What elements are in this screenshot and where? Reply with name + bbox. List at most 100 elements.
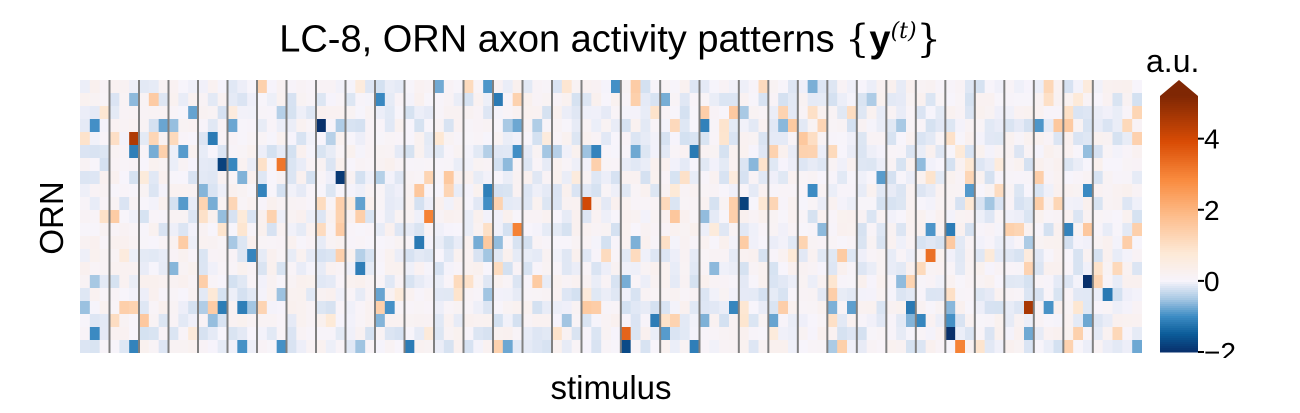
heatmap-cell	[1112, 197, 1123, 211]
heatmap-cell	[306, 288, 317, 302]
heatmap-cell	[719, 119, 730, 133]
heatmap-cell	[552, 210, 563, 224]
heatmap-cell	[719, 249, 730, 263]
heatmap-cell	[640, 80, 651, 94]
heatmap-cell	[168, 184, 179, 198]
heatmap-cell	[414, 223, 425, 237]
heatmap-cell	[424, 288, 435, 302]
heatmap-cell	[817, 340, 828, 353]
colorbar-segment	[1160, 200, 1198, 203]
heatmap-cell	[679, 184, 691, 198]
heatmap-cell	[797, 106, 809, 120]
heatmap-cell	[660, 340, 671, 353]
heatmap-cell	[827, 301, 838, 315]
colorbar-segment	[1160, 124, 1198, 127]
heatmap-cell	[1014, 106, 1025, 120]
heatmap-cell	[483, 249, 494, 263]
heatmap-cell	[738, 262, 750, 276]
heatmap-cell	[886, 184, 897, 198]
heatmap-cell	[80, 223, 91, 237]
heatmap-cell	[738, 327, 750, 341]
heatmap-cell	[355, 275, 366, 289]
heatmap-cell	[89, 236, 101, 250]
heatmap-cell	[699, 184, 710, 198]
heatmap-cell	[306, 171, 317, 185]
heatmap-cell	[719, 106, 730, 120]
heatmap-cell	[434, 262, 445, 276]
heatmap-cell	[1112, 327, 1123, 341]
heatmap-cell	[207, 314, 219, 328]
heatmap-cell	[316, 327, 327, 341]
heatmap-cell	[198, 93, 209, 107]
heatmap-cell	[129, 314, 140, 328]
heatmap-cell	[139, 132, 150, 146]
heatmap-cell	[463, 288, 474, 302]
heatmap-cell	[237, 301, 248, 315]
heatmap-cell	[719, 93, 730, 107]
heatmap-cell	[119, 249, 130, 263]
heatmap-cell	[345, 93, 356, 107]
heatmap-cell	[591, 119, 602, 133]
heatmap-cell	[837, 132, 848, 146]
heatmap-cell	[640, 197, 651, 211]
heatmap-cell	[679, 145, 691, 159]
heatmap-cell	[670, 288, 681, 302]
heatmap-cell	[650, 132, 661, 146]
heatmap-cell	[414, 145, 425, 159]
heatmap-cell	[788, 275, 799, 289]
heatmap-cell	[935, 171, 946, 185]
heatmap-cell	[571, 340, 582, 353]
heatmap-cell	[847, 275, 858, 289]
heatmap-cell	[630, 184, 641, 198]
colorbar-segment	[1160, 196, 1198, 199]
heatmap-cell	[758, 340, 769, 353]
heatmap-cell	[699, 210, 710, 224]
heatmap-cell	[984, 145, 995, 159]
heatmap-cell	[1004, 314, 1015, 328]
heatmap-cell	[532, 223, 543, 237]
heatmap-cell	[453, 158, 464, 172]
heatmap-cell	[817, 184, 828, 198]
heatmap-cell	[266, 223, 278, 237]
heatmap-cell	[188, 171, 199, 185]
heatmap-cell	[207, 275, 219, 289]
heatmap-cell	[571, 184, 582, 198]
heatmap-cell	[198, 314, 209, 328]
heatmap-cell	[1024, 80, 1035, 94]
heatmap-cell	[847, 249, 858, 263]
heatmap-cell	[729, 340, 740, 353]
colorbar-segment	[1160, 128, 1198, 131]
heatmap-cell	[276, 275, 287, 289]
heatmap-cell	[1102, 327, 1113, 341]
heatmap-cell	[148, 158, 160, 172]
heatmap-cell	[561, 236, 573, 250]
heatmap-cell	[158, 184, 169, 198]
heatmap-cell	[709, 236, 720, 250]
heatmap-cell	[837, 119, 848, 133]
heatmap-cell	[463, 210, 474, 224]
heatmap-cell	[424, 275, 435, 289]
heatmap-cell	[355, 106, 366, 120]
heatmap-cell	[1083, 210, 1094, 224]
heatmap-cell	[188, 314, 199, 328]
heatmap-cell	[365, 301, 376, 315]
heatmap-cell	[247, 210, 258, 224]
heatmap-cell	[139, 249, 150, 263]
heatmap-cell	[1004, 106, 1015, 120]
heatmap-cell	[876, 262, 887, 276]
heatmap-cell	[807, 106, 818, 120]
heatmap-cell	[1132, 158, 1142, 172]
heatmap-cell	[640, 132, 651, 146]
heatmap-cell	[561, 340, 573, 353]
heatmap-cell	[522, 132, 533, 146]
heatmap-cell	[856, 197, 868, 211]
heatmap-cell	[237, 132, 248, 146]
heatmap-cell	[139, 301, 150, 315]
heatmap-cell	[1132, 119, 1142, 133]
heatmap-cell	[1014, 327, 1025, 341]
heatmap-cell	[788, 210, 799, 224]
heatmap-cell	[788, 197, 799, 211]
heatmap-cell	[1014, 249, 1025, 263]
colorbar-segment	[1160, 156, 1198, 159]
heatmap-cell	[1132, 288, 1142, 302]
